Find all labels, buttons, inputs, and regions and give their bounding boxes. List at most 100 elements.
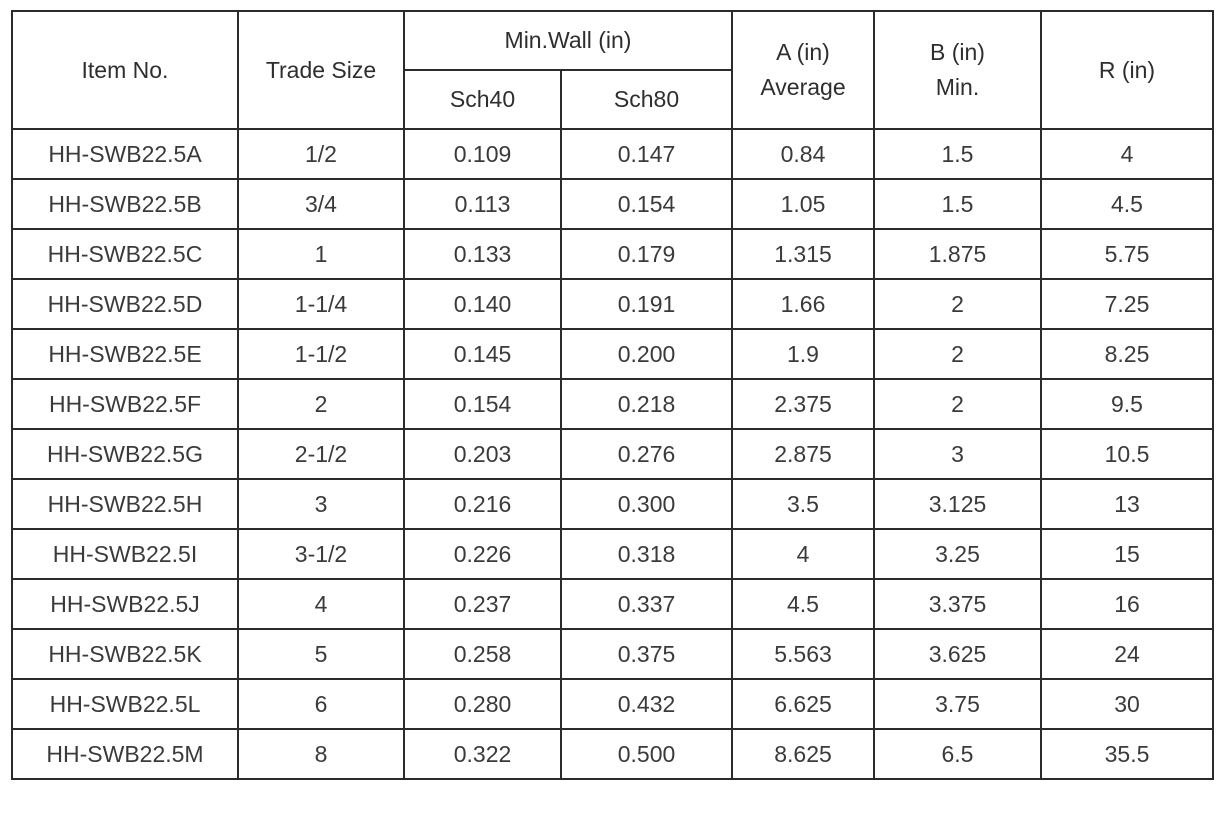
table-row: HH-SWB22.5B 3/4 0.113 0.154 1.05 1.5 4.5 — [11, 178, 1214, 230]
cell-b: 3.625 — [873, 628, 1042, 680]
table-row: HH-SWB22.5J 4 0.237 0.337 4.5 3.375 16 — [11, 578, 1214, 630]
table-row: HH-SWB22.5F 2 0.154 0.218 2.375 2 9.5 — [11, 378, 1214, 430]
cell-a: 0.84 — [731, 128, 875, 180]
header-min-wall: Min.Wall (in) — [403, 10, 733, 71]
cell-sch80: 0.432 — [560, 678, 733, 730]
cell-b: 2 — [873, 328, 1042, 380]
cell-sch80: 0.276 — [560, 428, 733, 480]
cell-item-no: HH-SWB22.5D — [11, 278, 239, 330]
cell-b: 3.125 — [873, 478, 1042, 530]
cell-item-no: HH-SWB22.5E — [11, 328, 239, 380]
cell-item-no: HH-SWB22.5A — [11, 128, 239, 180]
cell-sch80: 0.337 — [560, 578, 733, 630]
cell-r: 30 — [1040, 678, 1214, 730]
cell-trade-size: 6 — [237, 678, 405, 730]
cell-sch40: 0.280 — [403, 678, 562, 730]
cell-item-no: HH-SWB22.5M — [11, 728, 239, 780]
cell-a: 4.5 — [731, 578, 875, 630]
header-row-1: Item No. Trade Size Min.Wall (in) A (in)… — [11, 10, 1214, 130]
header-trade-size: Trade Size — [237, 10, 405, 130]
cell-sch80: 0.318 — [560, 528, 733, 580]
cell-item-no: HH-SWB22.5I — [11, 528, 239, 580]
cell-sch40: 0.154 — [403, 378, 562, 430]
cell-trade-size: 1-1/4 — [237, 278, 405, 330]
header-a-line2: Average — [760, 74, 846, 100]
cell-item-no: HH-SWB22.5G — [11, 428, 239, 480]
cell-sch40: 0.145 — [403, 328, 562, 380]
cell-trade-size: 8 — [237, 728, 405, 780]
cell-r: 4.5 — [1040, 178, 1214, 230]
cell-a: 1.315 — [731, 228, 875, 280]
cell-a: 1.05 — [731, 178, 875, 230]
table-row: HH-SWB22.5C 1 0.133 0.179 1.315 1.875 5.75 — [11, 228, 1214, 280]
cell-r: 5.75 — [1040, 228, 1214, 280]
spec-table: Item No. Trade Size Min.Wall (in) A (in)… — [11, 10, 1214, 780]
table-row: HH-SWB22.5H 3 0.216 0.300 3.5 3.125 13 — [11, 478, 1214, 530]
header-b-line1: B (in) — [930, 39, 985, 65]
header-sch40: Sch40 — [403, 69, 562, 130]
cell-a: 2.875 — [731, 428, 875, 480]
cell-a: 1.66 — [731, 278, 875, 330]
header-b: B (in) Min. — [873, 10, 1042, 130]
cell-sch80: 0.218 — [560, 378, 733, 430]
cell-sch40: 0.133 — [403, 228, 562, 280]
cell-sch80: 0.147 — [560, 128, 733, 180]
header-row-2: Sch40 Sch80 — [12, 69, 1213, 130]
cell-sch40: 0.322 — [403, 728, 562, 780]
cell-sch80: 0.179 — [560, 228, 733, 280]
cell-b: 1.875 — [873, 228, 1042, 280]
cell-item-no: HH-SWB22.5B — [11, 178, 239, 230]
cell-sch40: 0.216 — [403, 478, 562, 530]
cell-sch40: 0.226 — [403, 528, 562, 580]
cell-b: 2 — [873, 278, 1042, 330]
table-body: HH-SWB22.5A 1/2 0.109 0.147 0.84 1.5 4 HH-SWB22… — [11, 128, 1214, 780]
cell-trade-size: 3-1/2 — [237, 528, 405, 580]
cell-b: 2 — [873, 378, 1042, 430]
cell-r: 35.5 — [1040, 728, 1214, 780]
cell-r: 8.25 — [1040, 328, 1214, 380]
cell-a: 5.563 — [731, 628, 875, 680]
cell-sch80: 0.300 — [560, 478, 733, 530]
cell-b: 6.5 — [873, 728, 1042, 780]
table-row: HH-SWB22.5L 6 0.280 0.432 6.625 3.75 30 — [11, 678, 1214, 730]
cell-b: 3.75 — [873, 678, 1042, 730]
cell-a: 2.375 — [731, 378, 875, 430]
cell-trade-size: 4 — [237, 578, 405, 630]
table-row: HH-SWB22.5D 1-1/4 0.140 0.191 1.66 2 7.25 — [11, 278, 1214, 330]
cell-trade-size: 3 — [237, 478, 405, 530]
cell-r: 15 — [1040, 528, 1214, 580]
cell-b: 3.25 — [873, 528, 1042, 580]
cell-trade-size: 2 — [237, 378, 405, 430]
table-row: HH-SWB22.5A 1/2 0.109 0.147 0.84 1.5 4 — [11, 128, 1214, 180]
table-row: HH-SWB22.5K 5 0.258 0.375 5.563 3.625 24 — [11, 628, 1214, 680]
cell-sch80: 0.191 — [560, 278, 733, 330]
cell-r: 16 — [1040, 578, 1214, 630]
cell-trade-size: 1 — [237, 228, 405, 280]
cell-sch80: 0.154 — [560, 178, 733, 230]
cell-r: 4 — [1040, 128, 1214, 180]
cell-item-no: HH-SWB22.5J — [11, 578, 239, 630]
cell-trade-size: 5 — [237, 628, 405, 680]
table-header: Item No. Trade Size Min.Wall (in) A (in)… — [11, 10, 1214, 130]
header-a-line1: A (in) — [776, 39, 830, 65]
cell-a: 3.5 — [731, 478, 875, 530]
cell-r: 7.25 — [1040, 278, 1214, 330]
cell-sch40: 0.237 — [403, 578, 562, 630]
table-row: HH-SWB22.5G 2-1/2 0.203 0.276 2.875 3 10.5 — [11, 428, 1214, 480]
cell-a: 6.625 — [731, 678, 875, 730]
cell-r: 13 — [1040, 478, 1214, 530]
cell-item-no: HH-SWB22.5F — [11, 378, 239, 430]
cell-sch80: 0.500 — [560, 728, 733, 780]
header-sch80: Sch80 — [560, 69, 733, 130]
cell-item-no: HH-SWB22.5K — [11, 628, 239, 680]
cell-sch80: 0.200 — [560, 328, 733, 380]
cell-trade-size: 2-1/2 — [237, 428, 405, 480]
cell-b: 1.5 — [873, 128, 1042, 180]
cell-item-no: HH-SWB22.5L — [11, 678, 239, 730]
cell-a: 8.625 — [731, 728, 875, 780]
header-r: R (in) — [1040, 10, 1214, 130]
cell-r: 24 — [1040, 628, 1214, 680]
cell-b: 3 — [873, 428, 1042, 480]
cell-sch40: 0.203 — [403, 428, 562, 480]
cell-r: 10.5 — [1040, 428, 1214, 480]
